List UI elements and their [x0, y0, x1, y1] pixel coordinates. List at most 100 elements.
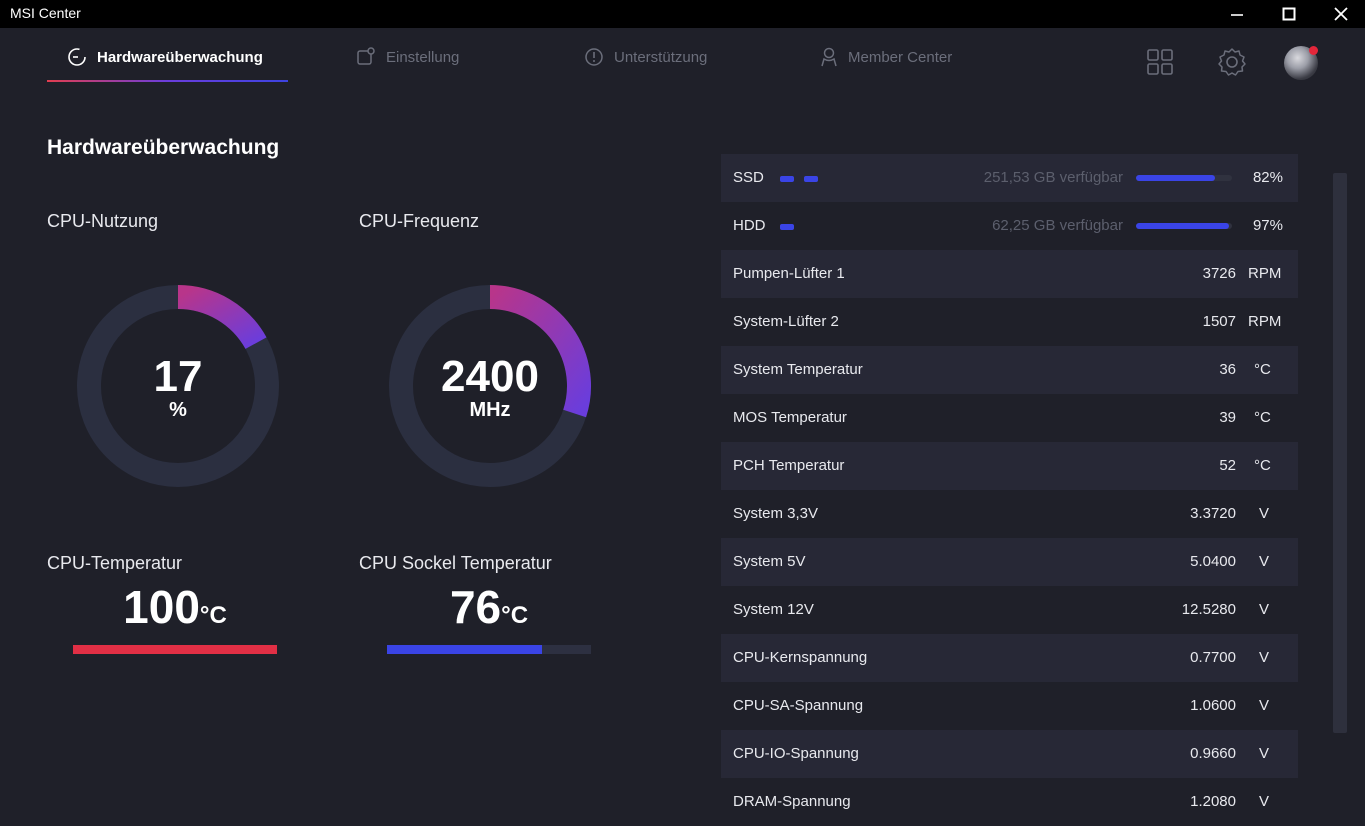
disk-usage-bar-fill [1136, 175, 1215, 181]
gear-icon [1218, 48, 1246, 76]
sensor-list-scrollbar[interactable] [1333, 173, 1347, 733]
tab-label: Einstellung [386, 48, 460, 66]
tab-label: Hardwareüberwachung [97, 48, 263, 66]
socket-temperature-value: 76 [449, 581, 502, 633]
disk-free-space: 62,25 GB verfügbar [992, 217, 1123, 234]
socket-temperature-bar [387, 645, 591, 654]
sensor-row: CPU-Kernspannung 0.7700 V [721, 634, 1298, 682]
sensor-label: System 12V [733, 601, 814, 618]
sensor-list[interactable]: SSD 251,53 GB verfügbar 82% HDD 62,25 GB… [721, 154, 1298, 826]
sensor-label: CPU-IO-Spannung [733, 745, 859, 762]
disk-usage-percent: 97% [1252, 217, 1283, 234]
disk-usage-bar [1136, 175, 1232, 181]
sensor-unit: V [1259, 505, 1270, 522]
tab-support[interactable]: Unterstützung [584, 44, 707, 70]
cpu-frequency-gauge [389, 285, 591, 487]
settings-button[interactable] [1216, 46, 1248, 78]
sensor-value: 3726 [1202, 265, 1236, 282]
cpu-frequency-readout: 2400 MHz [385, 352, 595, 421]
sensor-unit: V [1259, 745, 1270, 762]
sensor-value: 1507 [1202, 313, 1236, 330]
tab-label: Member Center [848, 48, 953, 66]
disk-partition-chip [780, 224, 794, 230]
sensor-unit: RPM [1248, 313, 1282, 330]
minimize-button[interactable] [1214, 0, 1260, 28]
close-icon [1334, 7, 1348, 21]
disk-row-ssd: SSD 251,53 GB verfügbar 82% [721, 154, 1298, 202]
gauge-arc [177, 285, 267, 350]
socket-temperature-readout: 76°C [387, 580, 591, 634]
tab-label: Unterstützung [614, 48, 708, 66]
cpu-temperature-bar [73, 645, 277, 654]
sensor-unit: V [1259, 601, 1270, 618]
page-title: Hardwareüberwachung [47, 136, 280, 159]
cpu-temperature-label: CPU-Temperatur [47, 553, 183, 573]
sensor-value: 3.3720 [1190, 505, 1236, 522]
cpu-temperature-value: 100 [123, 581, 200, 633]
tab-member-center[interactable]: Member Center [820, 44, 952, 70]
active-tab-indicator [47, 80, 288, 82]
maximize-button[interactable] [1266, 0, 1312, 28]
cpu-temperature-readout: 100°C [73, 580, 277, 634]
sensor-value: 5.0400 [1190, 553, 1236, 570]
settings-card-icon [357, 47, 375, 65]
cpu-frequency-unit: MHz [469, 399, 511, 421]
sensor-row: PCH Temperatur 52 °C [721, 442, 1298, 490]
disk-row-hdd: HDD 62,25 GB verfügbar 97% [721, 202, 1298, 250]
sensor-label: System Temperatur [733, 361, 863, 378]
sensor-row: System 5V 5.0400 V [721, 538, 1298, 586]
sensor-unit: °C [1254, 409, 1271, 426]
cpu-frequency-label: CPU-Frequenz [359, 211, 480, 231]
sensor-row: MOS Temperatur 39 °C [721, 394, 1298, 442]
tab-settings[interactable]: Einstellung [356, 44, 459, 70]
sensor-value: 0.9660 [1190, 745, 1236, 762]
disk-usage-bar [1136, 223, 1232, 229]
sensor-value: 39 [1219, 409, 1236, 426]
sensor-row: System 3,3V 3.3720 V [721, 490, 1298, 538]
sensor-unit: V [1259, 697, 1270, 714]
sensor-row: System Temperatur 36 °C [721, 346, 1298, 394]
sensor-row: CPU-IO-Spannung 0.9660 V [721, 730, 1298, 778]
disk-label: HDD [733, 217, 766, 234]
socket-temperature-unit: °C [501, 602, 529, 629]
sensor-value: 1.0600 [1190, 697, 1236, 714]
sensor-row: System 12V 12.5280 V [721, 586, 1298, 634]
sensor-value: 0.7700 [1190, 649, 1236, 666]
sensor-label: System 3,3V [733, 505, 819, 522]
gauge-arc [489, 285, 591, 418]
sensor-row: System-Lüfter 2 1507 RPM [721, 298, 1298, 346]
notification-dot [1309, 46, 1318, 55]
sensor-label: PCH Temperatur [733, 457, 845, 474]
sensor-label: CPU-Kernspannung [733, 649, 868, 666]
cpu-frequency-value: 2400 [441, 352, 539, 401]
monitor-gauge-icon [68, 48, 86, 66]
sensor-unit: V [1259, 649, 1270, 666]
sensor-unit: V [1259, 553, 1270, 570]
apps-grid-button[interactable] [1144, 46, 1176, 78]
close-button[interactable] [1318, 0, 1364, 28]
sensor-value: 36 [1219, 361, 1236, 378]
sensor-unit: V [1259, 793, 1270, 810]
main-nav: Hardwareüberwachung Einstellung Unterstü… [0, 28, 1365, 92]
sensor-value: 12.5280 [1181, 601, 1236, 618]
sensor-label: CPU-SA-Spannung [733, 697, 864, 714]
sensor-value: 52 [1219, 457, 1236, 474]
disk-usage-bar-fill [1136, 223, 1230, 229]
cpu-usage-readout: 17 % [73, 354, 283, 421]
socket-temperature-label: CPU Sockel Temperatur [359, 553, 552, 573]
disk-partition-chip [804, 176, 818, 182]
tab-hardware-monitoring[interactable]: Hardwareüberwachung [67, 44, 263, 70]
sensor-row: Pumpen-Lüfter 1 3726 RPM [721, 250, 1298, 298]
maximize-icon [1282, 7, 1296, 21]
disk-partition-chip [780, 176, 794, 182]
sensor-label: Pumpen-Lüfter 1 [733, 265, 845, 282]
disk-label: SSD [733, 169, 764, 186]
user-icon [821, 47, 837, 67]
title-bar: MSI Center [0, 0, 1365, 28]
cpu-usage-unit: % [169, 399, 187, 421]
cpu-temperature-bar-fill [73, 645, 277, 654]
avatar[interactable] [1284, 46, 1318, 80]
sensor-label: System-Lüfter 2 [733, 313, 839, 330]
sensor-label: MOS Temperatur [733, 409, 847, 426]
disk-free-space: 251,53 GB verfügbar [983, 169, 1123, 186]
